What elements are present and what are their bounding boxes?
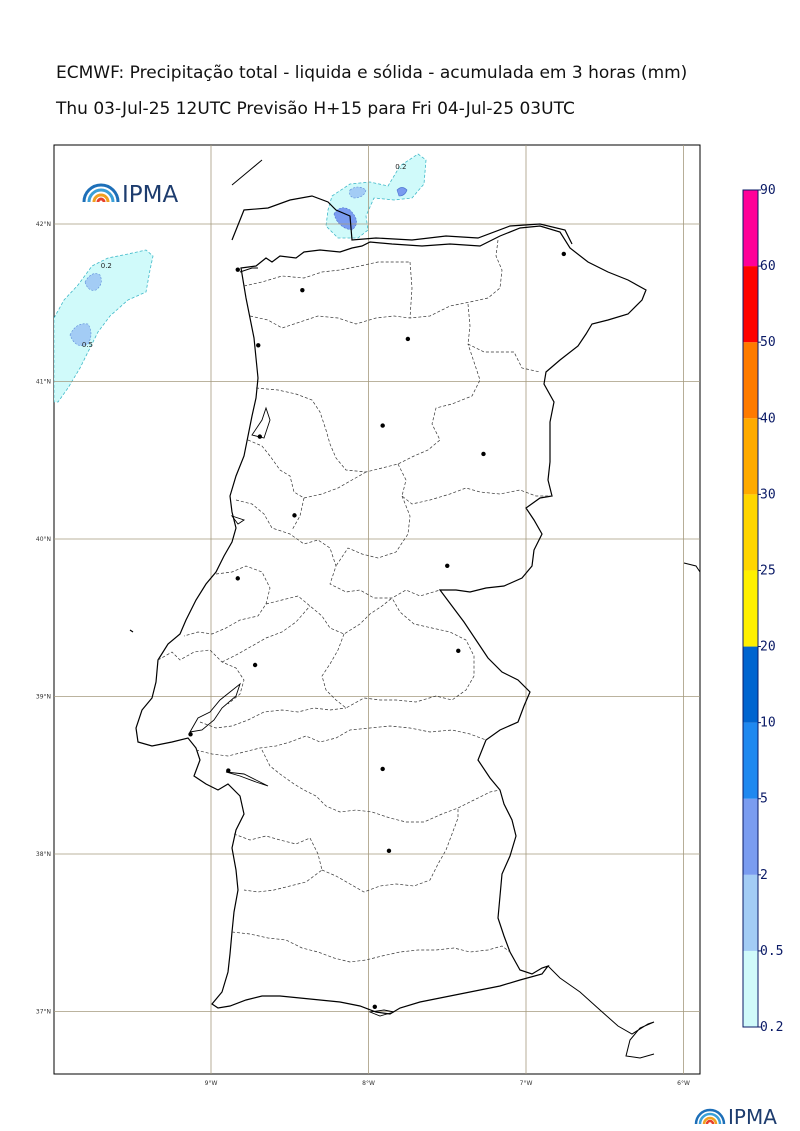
contour-label: 0.2: [395, 163, 406, 171]
city-dot: [235, 576, 240, 581]
berlengas-island: [129, 629, 134, 633]
colorbar-segment: [743, 646, 758, 723]
colorbar-level-label: 30: [760, 487, 776, 502]
colorbar-segment: [743, 570, 758, 647]
colorbar-level-label: 50: [760, 335, 776, 350]
ria-de-aveiro: [251, 406, 271, 439]
lat-tick-label: 41°N: [36, 379, 51, 386]
lat-tick-label: 40°N: [36, 536, 51, 543]
city-dot: [226, 768, 231, 773]
city-dot: [257, 434, 263, 439]
colorbar-segment: [743, 418, 758, 495]
colorbar-segment: [743, 950, 758, 1027]
spain-coastline: [231, 195, 573, 245]
city-dot: [300, 287, 305, 293]
colorbar-level-label: 25: [760, 563, 776, 578]
axis-tick-labels: 9°W 8°W 7°W 6°W 42°N 41°N 40°N 39°N 38°N 37°N: [36, 221, 690, 1087]
mondego-estuary: [230, 515, 246, 525]
lon-tick-label: 9°W: [205, 1080, 218, 1087]
precip-area-north: [325, 153, 427, 239]
city-dot: [380, 423, 385, 428]
lon-tick-label: 8°W: [362, 1080, 375, 1087]
colorbar-level-label: 2: [760, 868, 768, 883]
ipma-logo-text: IPMA: [122, 182, 178, 208]
colorbar-level-label: 0.5: [760, 944, 783, 959]
city-dot: [256, 343, 261, 348]
colorbar-segment: [743, 722, 758, 799]
city-dot: [188, 732, 193, 737]
colorbar-segment: [743, 494, 758, 571]
city-dot: [235, 267, 240, 272]
ipma-logo: IPMA: [82, 182, 178, 208]
colorbar-level-label: 90: [760, 183, 776, 198]
district-boundaries: [157, 239, 552, 963]
colorbar-level-label: 60: [760, 259, 776, 274]
district-capitals: [188, 251, 566, 1009]
colorbar-segment: [743, 342, 758, 419]
city-dot: [386, 848, 392, 854]
city-dot: [372, 1004, 377, 1009]
ria-formosa: [368, 1009, 395, 1017]
colorbar-level-label: 5: [760, 792, 768, 807]
city-dot: [380, 766, 385, 772]
lon-tick-label: 6°W: [677, 1080, 690, 1087]
city-dot: [252, 662, 258, 668]
lon-tick-label: 7°W: [520, 1080, 533, 1087]
colorbar-level-label: 10: [760, 716, 776, 731]
footer-ipma-logo: IPMA: [694, 1105, 777, 1129]
river-minho-estuary: [239, 267, 258, 273]
colorbar-level-label: 0.2: [760, 1020, 783, 1035]
colorbar-level-label: 20: [760, 640, 776, 655]
city-dot: [481, 451, 486, 457]
lat-tick-label: 39°N: [36, 694, 51, 701]
colorbar-segment: [743, 798, 758, 875]
precip-area-west: [54, 249, 154, 403]
colorbar-level-label: 40: [760, 411, 776, 426]
city-dot: [456, 648, 461, 654]
portugal-outline: [135, 225, 647, 1015]
graticule: [54, 145, 700, 1074]
contour-labels: 0.2 0.5 0.2: [82, 163, 407, 349]
lat-tick-label: 42°N: [36, 221, 51, 228]
city-dot: [405, 336, 411, 342]
colorbar-border: [742, 189, 759, 1028]
colorbar-segment: [743, 874, 758, 951]
city-dot: [445, 563, 450, 568]
chart-subtitle: Thu 03-Jul-25 12UTC Previsão H+15 para F…: [56, 99, 575, 119]
lat-tick-label: 37°N: [36, 1009, 51, 1016]
city-dot: [561, 251, 566, 257]
contour-label: 0.2: [101, 262, 112, 270]
lat-tick-label: 38°N: [36, 851, 51, 858]
city-dot: [292, 513, 297, 518]
spain-south-coast: [547, 965, 655, 1059]
footer-ipma-logo-text: IPMA: [728, 1105, 777, 1129]
spain-coastline-upper: [231, 159, 263, 186]
spain-coastline-east: [683, 562, 700, 573]
colorbar-segment: [743, 190, 758, 267]
tagus-estuary: [189, 682, 241, 733]
sado-estuary: [225, 771, 269, 787]
chart-title: ECMWF: Precipitação total - liquida e só…: [56, 63, 688, 83]
colorbar-segment: [743, 266, 758, 343]
contour-label: 0.5: [82, 341, 93, 349]
